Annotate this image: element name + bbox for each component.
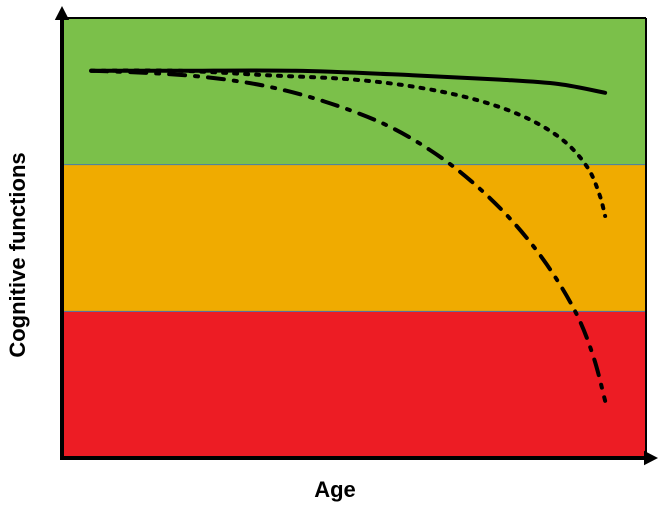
plot-area <box>48 4 646 458</box>
band-healthy <box>62 18 646 165</box>
figure: Cognitive functions Age <box>0 0 670 509</box>
x-axis-label: Age <box>314 477 356 503</box>
x-axis-arrow <box>644 451 658 465</box>
y-axis-label: Cognitive functions <box>5 152 31 357</box>
band-severe <box>62 311 646 458</box>
band-impaired <box>62 165 646 312</box>
y-axis-arrow <box>55 6 69 20</box>
